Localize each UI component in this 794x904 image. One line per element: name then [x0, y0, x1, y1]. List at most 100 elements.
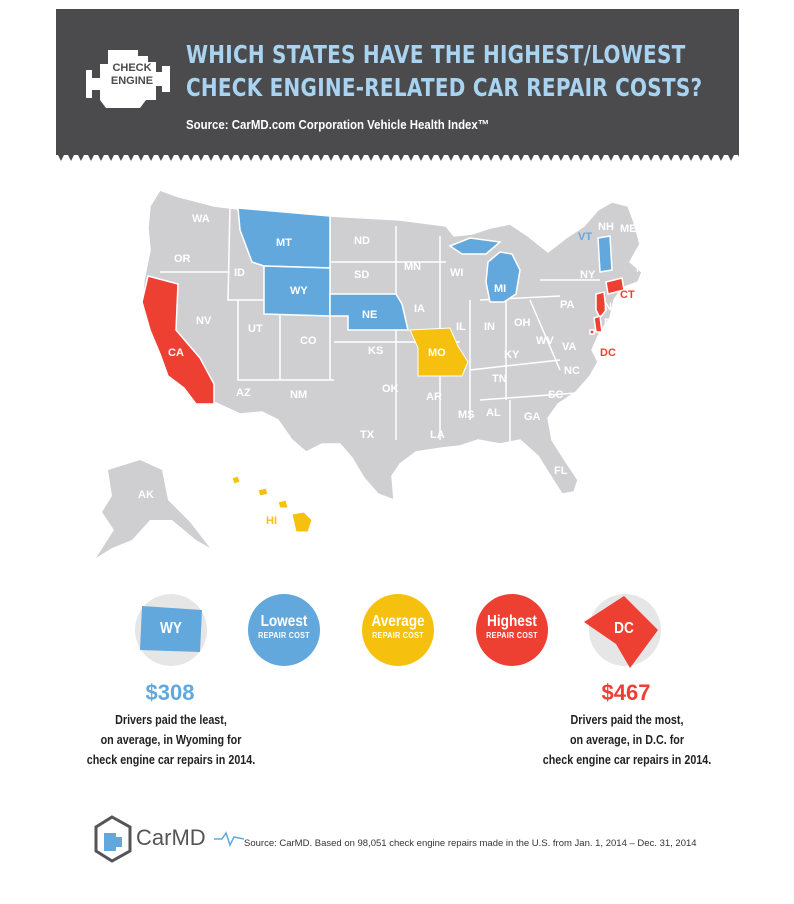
label-mt: MT	[276, 237, 292, 249]
label-hi: HI	[266, 515, 277, 527]
label-oh: OH	[514, 317, 531, 329]
state-ne	[329, 293, 409, 331]
label-in: IN	[484, 321, 495, 333]
legend-average-label: Average	[371, 613, 425, 630]
label-tx: TX	[360, 429, 375, 441]
dc-abbr: DC	[614, 620, 634, 637]
label-il: IL	[456, 321, 466, 333]
highest-price: $467	[601, 680, 651, 705]
label-ga: GA	[524, 411, 541, 423]
lowest-states	[237, 207, 613, 331]
legend-lowest-circle	[248, 594, 320, 666]
label-dc: DC	[600, 347, 616, 359]
label-wa: WA	[192, 213, 210, 225]
legend-lowest-sublabel: REPAIR COST	[258, 631, 310, 640]
highest-desc-line1: Drivers paid the most,	[570, 713, 684, 727]
state-labels: WA OR CA ID NV MT WY UT AZ CO NM ND SD N…	[138, 213, 653, 527]
label-ak: AK	[138, 489, 154, 501]
footer-source: Source: CarMD. Based on 98,051 check eng…	[244, 838, 697, 849]
label-ks: KS	[368, 345, 383, 357]
label-ar: AR	[426, 391, 442, 403]
legend-average: Average REPAIR COST	[362, 613, 434, 641]
highest-states	[141, 275, 625, 405]
state-mt	[237, 207, 331, 269]
state-de	[593, 314, 603, 333]
label-ut: UT	[248, 323, 263, 335]
state-ak	[96, 460, 210, 558]
lowest-description: Drivers paid the least, on average, in W…	[76, 710, 267, 770]
wy-shape-icon	[140, 606, 202, 652]
state-vt	[597, 235, 613, 273]
label-ne: NE	[362, 309, 377, 321]
label-al: AL	[486, 407, 501, 419]
label-ny: NY	[580, 269, 596, 281]
lowest-desc-line3: check engine car repairs in 2014.	[86, 753, 256, 767]
dc-circle-label: DC	[604, 620, 644, 638]
legend-highest-label: Highest	[487, 613, 537, 630]
label-mo: MO	[428, 347, 446, 359]
legend-highest: Highest REPAIR COST	[476, 613, 548, 641]
label-la: LA	[430, 429, 445, 441]
label-or: OR	[174, 253, 191, 265]
legend-average-circle	[362, 594, 434, 666]
state-nj	[595, 291, 607, 320]
label-va: VA	[562, 341, 577, 353]
carmd-logo: CarMD	[94, 815, 244, 863]
label-nj: NJ	[604, 301, 618, 313]
state-mo	[409, 327, 469, 377]
wy-abbr: WY	[160, 620, 182, 637]
carmd-logo-text: CarMD	[136, 825, 206, 850]
title-line1: WHICH STATES HAVE THE HIGHEST/LOWEST	[186, 40, 686, 69]
check-engine-icon	[86, 50, 170, 108]
legend-highest-sublabel: REPAIR COST	[486, 631, 538, 640]
label-de: DE	[604, 317, 619, 329]
label-nm: NM	[290, 389, 307, 401]
label-sd: SD	[354, 269, 369, 281]
label-nd: ND	[354, 235, 370, 247]
highest-description: Drivers paid the most, on average, in D.…	[526, 710, 727, 770]
title-line2: CHECK ENGINE-RELATED CAR REPAIR COSTS?	[186, 73, 703, 102]
label-mi: MI	[494, 283, 506, 295]
label-md: MD	[604, 331, 621, 343]
state-mi	[448, 237, 521, 303]
legend-lowest-label: Lowest	[260, 613, 308, 630]
highest-desc-line3: check engine car repairs in 2014.	[542, 753, 712, 767]
label-tn: TN	[492, 373, 507, 385]
wy-circle-label: WY	[150, 620, 192, 638]
average-states	[231, 327, 469, 533]
label-fl: FL	[554, 465, 568, 477]
banner-zigzag-edge	[56, 151, 739, 161]
state-ct	[605, 277, 625, 295]
lowest-desc-line1: Drivers paid the least,	[115, 713, 227, 727]
label-id: ID	[234, 267, 245, 279]
label-ma: MA	[636, 263, 653, 275]
label-wv: WV	[536, 335, 554, 347]
icon-text-line2: ENGINE	[110, 75, 154, 87]
header-source: Source: CarMD.com Corporation Vehicle He…	[186, 117, 490, 132]
label-ca: CA	[168, 347, 184, 359]
label-pa: PA	[560, 299, 575, 311]
label-ct: CT	[620, 289, 635, 301]
label-vt: VT	[578, 231, 592, 243]
lowest-price: $308	[145, 680, 195, 705]
label-mn: MN	[404, 261, 421, 273]
icon-text-line1: CHECK	[112, 62, 152, 74]
check-engine-icon-text: CHECK ENGINE	[100, 62, 164, 88]
label-nc: NC	[564, 365, 580, 377]
lowest-desc-line2: on average, in Wyoming for	[100, 733, 242, 747]
legend	[135, 594, 661, 668]
label-ri: RI	[634, 281, 645, 293]
label-wy: WY	[290, 285, 308, 297]
label-nv: NV	[196, 315, 212, 327]
label-ms: MS	[458, 409, 475, 421]
highest-desc-line2: on average, in D.C. for	[569, 733, 685, 747]
label-ok: OK	[382, 383, 399, 395]
state-dc	[589, 329, 595, 335]
label-wi: WI	[450, 267, 463, 279]
label-ky: KY	[504, 349, 520, 361]
label-az: AZ	[236, 387, 251, 399]
label-nh: NH	[598, 221, 614, 233]
legend-highest-circle	[476, 594, 548, 666]
state-ca	[141, 275, 215, 405]
